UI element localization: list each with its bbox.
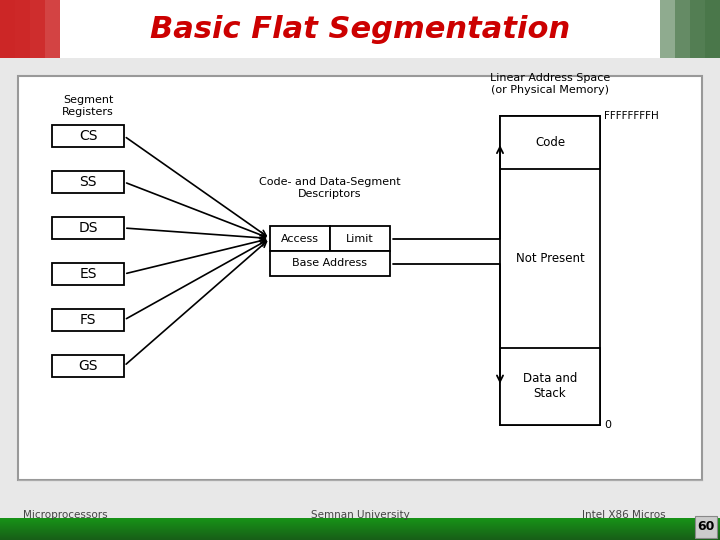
- Bar: [52, 217, 124, 239]
- Bar: [52, 309, 124, 331]
- Text: Access: Access: [281, 233, 319, 244]
- Text: 60: 60: [697, 521, 715, 534]
- Text: CS: CS: [78, 129, 97, 143]
- Text: Semnan University: Semnan University: [310, 510, 410, 520]
- Text: GS: GS: [78, 359, 98, 373]
- Text: 0: 0: [604, 420, 611, 430]
- Text: Code: Code: [535, 136, 565, 148]
- Bar: [52, 355, 124, 377]
- Text: Intel X86 Micros: Intel X86 Micros: [582, 510, 665, 520]
- Bar: [690, 0, 720, 58]
- Bar: [0, 532, 720, 533]
- Text: Segment
Registers: Segment Registers: [62, 95, 114, 117]
- Bar: [0, 524, 720, 525]
- Bar: [0, 525, 720, 526]
- Bar: [500, 116, 600, 425]
- Text: Linear Address Space
(or Physical Memory): Linear Address Space (or Physical Memory…: [490, 73, 610, 95]
- Bar: [0, 535, 720, 536]
- Bar: [0, 526, 720, 527]
- Bar: [705, 0, 720, 58]
- Text: Limit: Limit: [346, 233, 374, 244]
- Bar: [0, 527, 720, 528]
- Bar: [0, 0, 720, 58]
- Bar: [0, 531, 720, 532]
- Bar: [52, 171, 124, 193]
- Bar: [0, 530, 720, 531]
- Bar: [0, 519, 720, 520]
- Text: Data and
Stack: Data and Stack: [523, 373, 577, 400]
- Bar: [0, 0, 30, 58]
- Text: FS: FS: [80, 313, 96, 327]
- Bar: [660, 0, 720, 58]
- Bar: [0, 520, 720, 521]
- Bar: [0, 536, 720, 537]
- Bar: [0, 537, 720, 538]
- Bar: [270, 251, 390, 276]
- Bar: [18, 76, 702, 480]
- Bar: [500, 348, 600, 425]
- Bar: [0, 0, 60, 58]
- Bar: [0, 523, 720, 524]
- Bar: [270, 226, 330, 251]
- Bar: [0, 521, 720, 522]
- Bar: [52, 263, 124, 285]
- Bar: [330, 226, 390, 251]
- Text: Microprocessors: Microprocessors: [23, 510, 107, 520]
- Text: FFFFFFFFH: FFFFFFFFH: [604, 111, 659, 121]
- Text: Base Address: Base Address: [292, 259, 367, 268]
- Bar: [0, 533, 720, 534]
- Text: Basic Flat Segmentation: Basic Flat Segmentation: [150, 15, 570, 44]
- Bar: [0, 538, 720, 539]
- Bar: [500, 116, 600, 168]
- Bar: [0, 518, 720, 519]
- Bar: [0, 529, 720, 530]
- Text: Not Present: Not Present: [516, 252, 585, 265]
- Text: DS: DS: [78, 221, 98, 235]
- Text: ES: ES: [79, 267, 96, 281]
- Text: Code- and Data-Segment
Descriptors: Code- and Data-Segment Descriptors: [259, 177, 401, 199]
- Text: SS: SS: [79, 175, 96, 189]
- Bar: [0, 0, 45, 58]
- Bar: [0, 534, 720, 535]
- Bar: [675, 0, 720, 58]
- Bar: [0, 522, 720, 523]
- Bar: [695, 516, 717, 538]
- Bar: [0, 528, 720, 529]
- Bar: [0, 539, 720, 540]
- Bar: [0, 498, 720, 540]
- Bar: [52, 125, 124, 147]
- Bar: [0, 0, 15, 58]
